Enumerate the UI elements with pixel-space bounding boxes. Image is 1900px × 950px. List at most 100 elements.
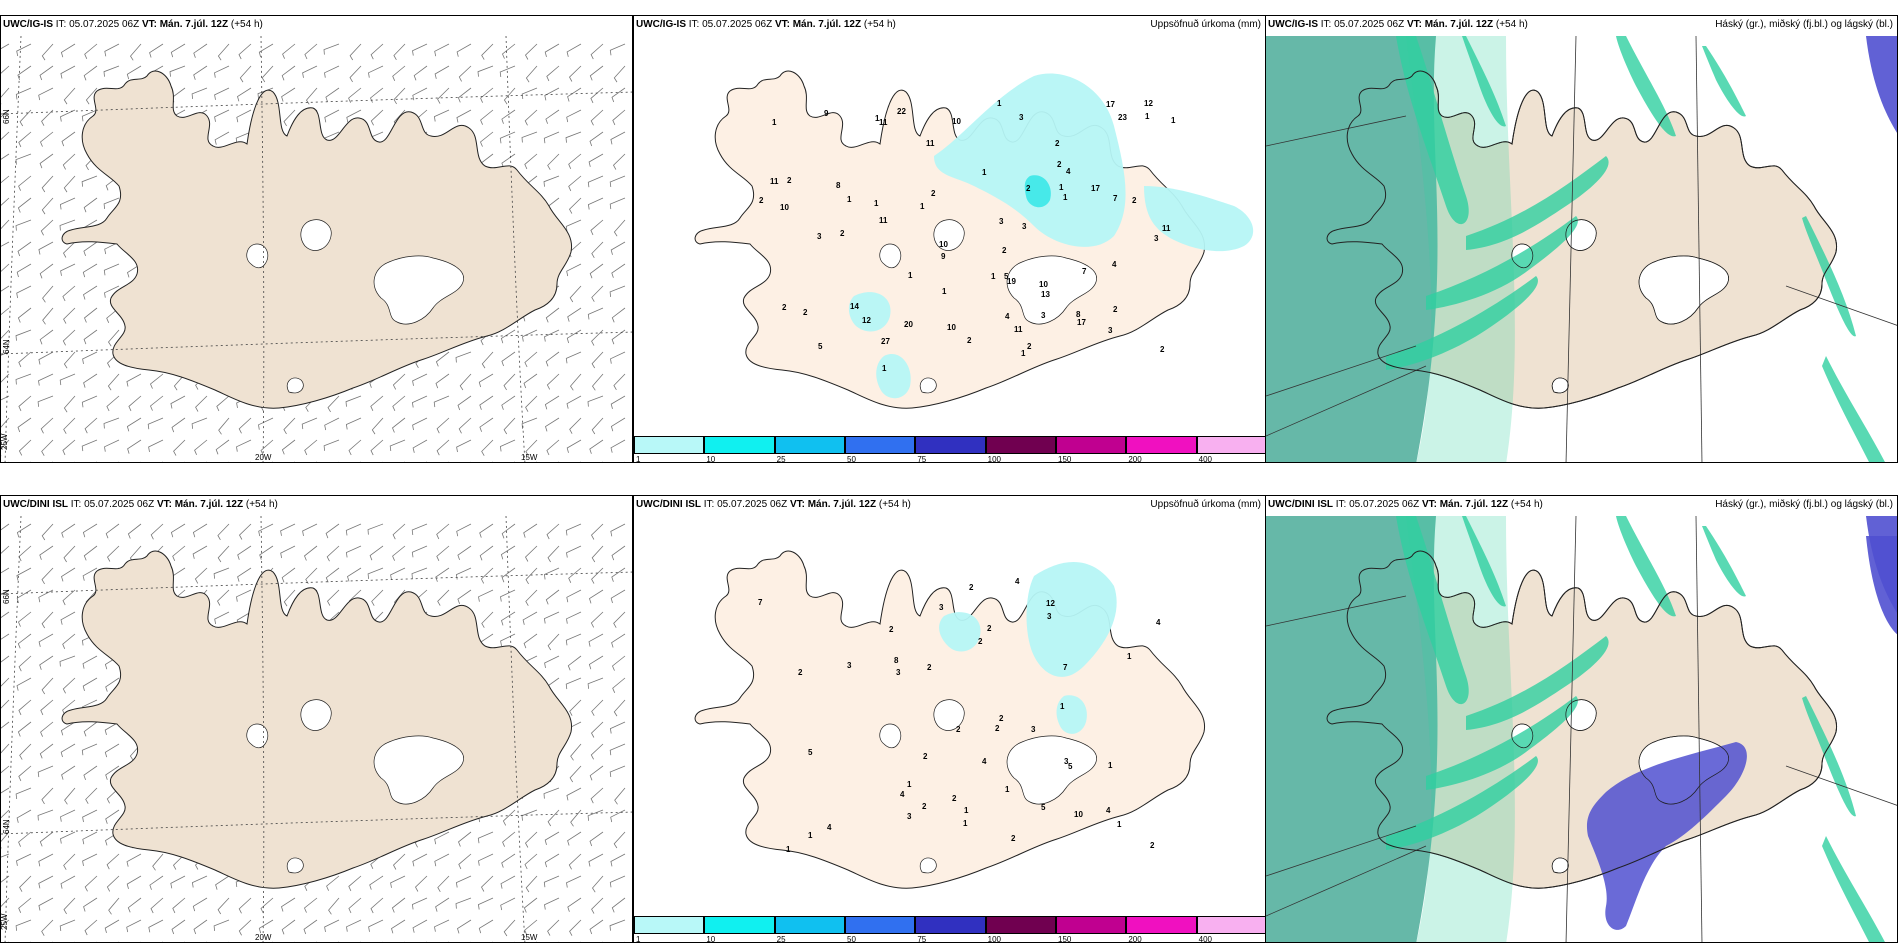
cloud-map — [1266, 516, 1897, 942]
precip-value: 9 — [824, 109, 829, 118]
lat-label-64: 64N — [2, 819, 11, 834]
model-name: UWC/DINI ISL — [3, 499, 68, 510]
precip-value: 1 — [882, 364, 887, 373]
panel-variable-title: Háský (gr.), miðský (fj.bl.) og lágský (… — [1715, 19, 1893, 30]
valid-time: Mán. 7.júl. 12Z — [804, 499, 877, 510]
map-panel-cloud-top: UWC/IG-IS IT: 05.07.2025 06Z VT: Mán. 7.… — [1265, 15, 1898, 463]
precip-value: 1 — [1059, 183, 1064, 192]
precip-value: 2 — [1027, 342, 1032, 351]
colorbar-swatch — [634, 436, 705, 454]
colorbar-label: 10 — [706, 935, 716, 943]
precip-colorbar: 1 10 25 50 75 100 150 200 400 — [634, 916, 1265, 942]
precip-value: 11 — [1014, 325, 1023, 334]
colorbar-swatch — [1126, 436, 1197, 454]
precip-value: 27 — [881, 337, 890, 346]
precip-value: 2 — [952, 794, 957, 803]
precip-value: 3 — [1019, 113, 1024, 122]
precip-value: 2 — [987, 624, 992, 633]
precip-value: 5 — [808, 748, 813, 757]
graticule — [1, 516, 632, 942]
glacier — [373, 255, 464, 325]
init-time: IT: 05.07.2025 06Z — [701, 499, 790, 510]
valid-time-label: VT: — [774, 19, 790, 30]
panel-title: UWC/IG-IS IT: 05.07.2025 06Z VT: Mán. 7.… — [1268, 19, 1528, 30]
model-name: UWC/DINI ISL — [1268, 499, 1333, 510]
graticule — [1, 36, 632, 462]
panel-variable-title: Uppsöfnuð úrkoma (mm) — [1150, 499, 1261, 510]
precip-value: 5 — [818, 342, 823, 351]
precip-value: 10 — [1074, 810, 1083, 819]
precip-value: 7 — [1063, 663, 1068, 672]
colorbar-label: 50 — [847, 935, 856, 943]
precip-value: 1 — [1145, 112, 1150, 121]
valid-time: Mán. 7.júl. 12Z — [171, 499, 244, 510]
lon-label-25: 25W — [1, 433, 9, 450]
iceland-coastline — [694, 550, 1206, 889]
precip-value: 7 — [758, 598, 763, 607]
precip-value: 4 — [1005, 312, 1010, 321]
valid-time: Mán. 7.júl. 12Z — [1436, 499, 1509, 510]
valid-time-label: VT: — [789, 499, 805, 510]
valid-time-label: VT: — [1421, 499, 1437, 510]
glacier — [286, 857, 304, 874]
colorbar-label: 200 — [1128, 455, 1142, 463]
colorbar-label: 400 — [1198, 455, 1213, 463]
precip-value: 11 — [879, 118, 888, 127]
precip-value: 4 — [1112, 260, 1117, 269]
region-borders — [1266, 516, 1897, 942]
precip-value: 1 — [908, 271, 913, 280]
precip-value: 1 — [907, 780, 912, 789]
colorbar-label: 200 — [1128, 935, 1142, 943]
wind-map: 66N 64N 25W 20W 15W — [1, 36, 632, 462]
precip-value: 2 — [889, 625, 894, 634]
valid-time-label: VT: — [156, 499, 172, 510]
iceland-coastline — [61, 550, 573, 889]
precip-value: 1 — [847, 195, 852, 204]
precip-value: 2 — [787, 176, 792, 185]
precip-value: 1 — [942, 287, 947, 296]
init-time: IT: 05.07.2025 06Z — [1318, 19, 1407, 30]
valid-time-label: VT: — [141, 19, 157, 30]
precip-value: 1 — [963, 819, 968, 828]
precip-value: 3 — [1041, 311, 1046, 320]
precip-value: 1 — [1108, 761, 1113, 770]
lat-label-66: 66N — [2, 589, 11, 604]
model-name: UWC/IG-IS — [636, 19, 686, 30]
lat-label-66: 66N — [2, 109, 11, 124]
colorbar-swatch — [915, 916, 986, 934]
precip-value: 11 — [1162, 224, 1171, 233]
precip-value: 13 — [1041, 290, 1050, 299]
precip-value: 5 — [1068, 762, 1073, 771]
map-panel-precip-bottom: UWC/DINI ISL IT: 05.07.2025 06Z VT: Mán.… — [633, 495, 1266, 943]
colorbar-swatch — [1196, 916, 1265, 934]
precip-value: 2 — [978, 637, 983, 646]
precip-value: 9 — [941, 252, 946, 261]
colorbar-label: 25 — [776, 455, 786, 463]
colorbar-label: 1 — [636, 935, 641, 943]
panel-title: UWC/DINI ISL IT: 05.07.2025 06Z VT: Mán.… — [636, 499, 911, 510]
cloud-map — [1266, 36, 1897, 462]
precip-value: 2 — [798, 668, 803, 677]
precip-value: 4 — [1106, 806, 1111, 815]
precip-value: 3 — [1031, 725, 1036, 734]
lead-time: (+54 h) — [228, 19, 263, 30]
colorbar-swatch — [1056, 436, 1127, 454]
colorbar-label: 1 — [636, 455, 641, 463]
precip-value: 5 — [1041, 803, 1046, 812]
precip-value: 1 — [874, 199, 879, 208]
panel-title: UWC/IG-IS IT: 05.07.2025 06Z VT: Mán. 7.… — [636, 19, 896, 30]
precip-value: 2 — [1002, 246, 1007, 255]
colorbar-label: 50 — [847, 455, 856, 463]
precip-value: 7 — [1082, 267, 1087, 276]
coastline-overlay — [1326, 70, 1838, 409]
precip-value: 2 — [967, 336, 972, 345]
colorbar-swatch — [704, 916, 775, 934]
valid-time-label: VT: — [1406, 19, 1422, 30]
precip-value: 2 — [995, 724, 1000, 733]
precip-value: 7 — [1113, 194, 1118, 203]
valid-time: Mán. 7.júl. 12Z — [156, 19, 229, 30]
lon-label-20: 20W — [255, 453, 272, 462]
lead-time: (+54 h) — [1508, 499, 1543, 510]
precip-value: 2 — [1132, 196, 1137, 205]
